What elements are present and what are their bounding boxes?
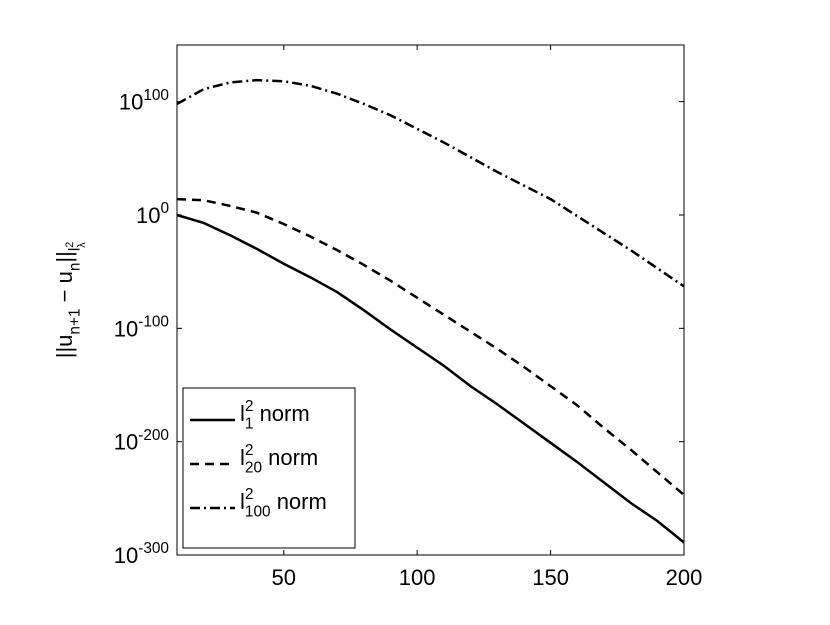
y-tick-label: 10-200 [114, 427, 169, 455]
x-tick-label: 50 [271, 565, 295, 590]
y-tick-label: 10-100 [114, 313, 169, 341]
x-tick-label: 200 [666, 565, 703, 590]
y-axis-label: ||un+1 − un||l2λ [52, 242, 88, 359]
x-tick-label: 150 [532, 565, 569, 590]
y-tick-label: 10100 [119, 87, 169, 115]
line [176, 78, 685, 288]
legend-label: l2 1 norm [240, 398, 310, 433]
line [176, 213, 685, 544]
legend-box [182, 387, 356, 549]
legend: l2 1 norm l2 20 norm l2 100 norm [182, 387, 356, 549]
x-tick-label: 100 [399, 565, 436, 590]
legend-label: l2 20 norm [240, 442, 318, 477]
line [176, 197, 685, 496]
y-tick-label: 100 [136, 200, 169, 228]
y-tick-label: 10-300 [114, 540, 169, 568]
legend-label: l2 100 norm [240, 486, 327, 521]
